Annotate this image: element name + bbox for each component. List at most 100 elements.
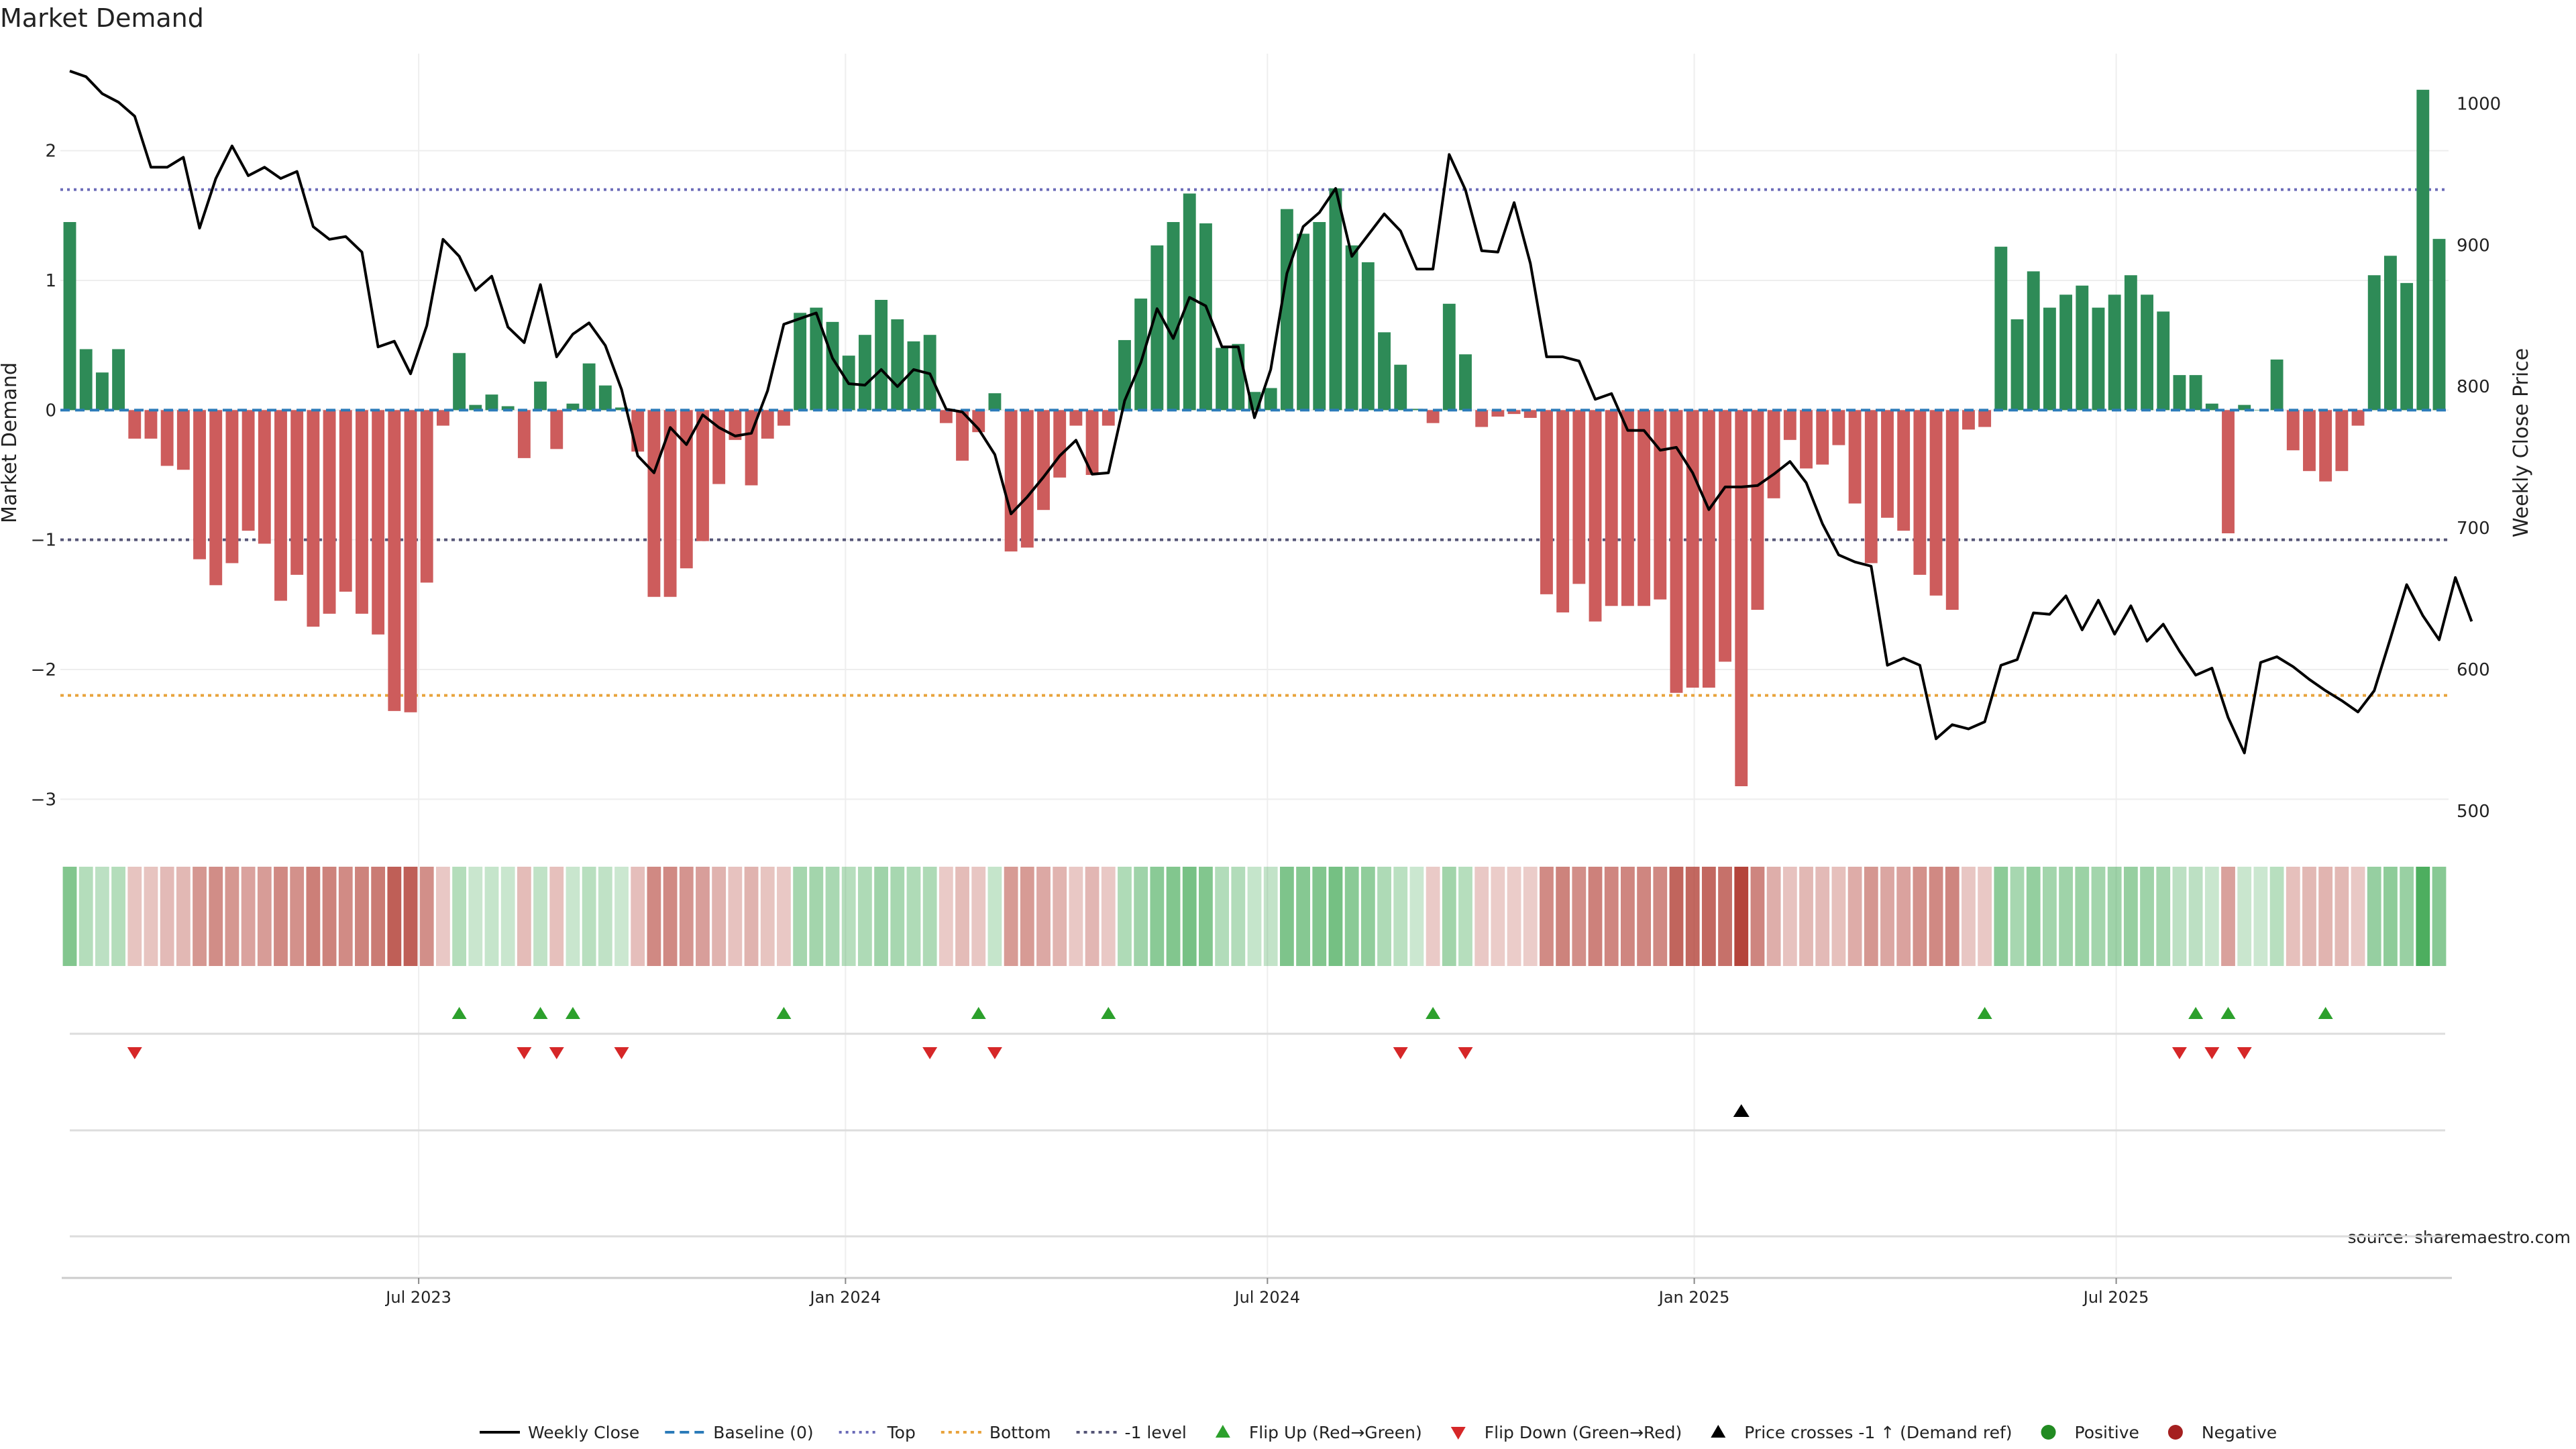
y-axis-label: Market Demand [0, 362, 21, 523]
heat-cell [176, 867, 191, 966]
demand-bar [323, 410, 336, 614]
demand-bar [1134, 299, 1148, 411]
heat-cell [1182, 867, 1197, 966]
heat-cell [1750, 867, 1765, 966]
heat-cell [452, 867, 467, 966]
demand-bar [1816, 410, 1829, 465]
heat-cell [679, 867, 694, 966]
demand-bar [1540, 410, 1553, 594]
heat-cell [906, 867, 921, 966]
demand-bar [307, 410, 320, 627]
y-tick-label: 1 [45, 271, 56, 291]
y-tick-label: 2 [45, 142, 56, 162]
demand-bar [2076, 285, 2089, 411]
heat-cell [1766, 867, 1781, 966]
heat-cell [2400, 867, 2414, 966]
heat-cell [598, 867, 612, 966]
demand-bar [1280, 209, 1293, 411]
heat-cell [696, 867, 710, 966]
demand-bar [1167, 222, 1180, 411]
demand-bar [1572, 410, 1586, 584]
demand-bar [696, 410, 709, 541]
heat-cell [2334, 867, 2349, 966]
demand-bar [1394, 364, 1407, 411]
heat-cell [793, 867, 808, 966]
demand-bar [2286, 410, 2300, 451]
demand-bar [891, 319, 904, 411]
heat-cell [517, 867, 531, 966]
flip-up-marker [2188, 1007, 2204, 1019]
heat-cell [2253, 867, 2268, 966]
heat-cell [1621, 867, 1635, 966]
demand-bar [1069, 410, 1083, 426]
demand-bar [1183, 193, 1196, 411]
legend-label: Positive [2075, 1423, 2139, 1442]
heat-cell [2140, 867, 2154, 966]
heat-cell [1815, 867, 1830, 966]
demand-bar [501, 406, 515, 411]
heat-cell [1637, 867, 1652, 966]
heat-cell [468, 867, 483, 966]
heat-cell [403, 867, 418, 966]
demand-bar [598, 385, 612, 411]
heat-cell [144, 867, 158, 966]
demand-bar [988, 393, 1002, 411]
heat-cell [371, 867, 386, 966]
y2-axis-label: Weekly Close Price [2510, 348, 2533, 537]
demand-bar [1345, 245, 1358, 411]
demand-bar [777, 410, 790, 426]
heat-cell [2059, 867, 2073, 966]
heat-cell [338, 867, 353, 966]
heat-cell [1896, 867, 1911, 966]
demand-bar [1897, 410, 1911, 531]
demand-bar [225, 410, 239, 564]
legend-entry: Bottom [941, 1423, 1051, 1442]
legend: Weekly Close Baseline (0) Top Bottom -1 leve… [480, 1423, 2277, 1442]
demand-bar [1150, 245, 1164, 411]
heat-cell [1377, 867, 1391, 966]
demand-bar [1767, 410, 1780, 498]
flip-down-marker [2237, 1047, 2252, 1059]
heat-cell [1393, 867, 1408, 966]
heat-cell [2383, 867, 2398, 966]
flip-down-marker [922, 1047, 938, 1059]
demand-bar [1085, 410, 1099, 475]
heat-cell [2156, 867, 2171, 966]
heat-cell [631, 867, 645, 966]
demand-bar [875, 300, 888, 411]
heat-cell [1669, 867, 1684, 966]
demand-bar [1621, 410, 1634, 606]
heat-cell [663, 867, 678, 966]
y2-tick-label: 800 [2457, 377, 2490, 397]
legend-entry: -1 level [1076, 1423, 1187, 1442]
demand-bar [2092, 307, 2105, 411]
demand-bar [144, 410, 158, 439]
demand-bar [1491, 410, 1505, 417]
heat-cell [1507, 867, 1521, 966]
heat-cell [1474, 867, 1489, 966]
demand-bar [1426, 410, 1440, 423]
legend-label: Negative [2202, 1423, 2277, 1442]
y2-tick-label: 900 [2457, 235, 2490, 256]
flip-down-marker [1458, 1047, 1473, 1059]
heat-cell [1085, 867, 1099, 966]
x-tick-label: Jul 2024 [1234, 1288, 1301, 1307]
demand-bar [1361, 262, 1375, 411]
legend-label: Baseline (0) [713, 1423, 813, 1442]
heat-cell [1296, 867, 1310, 966]
heat-cell [841, 867, 856, 966]
heat-cell [1409, 867, 1424, 966]
legend-label: Top [887, 1423, 916, 1442]
heat-cell [2107, 867, 2122, 966]
heat-cell [1150, 867, 1165, 966]
demand-bar [858, 335, 871, 411]
heat-cell [1279, 867, 1294, 966]
y2-tick-label: 1000 [2457, 94, 2501, 114]
legend-entry: Top [839, 1423, 916, 1442]
heat-cell [257, 867, 272, 966]
demand-bar [1102, 410, 1115, 426]
demand-bar [209, 410, 223, 586]
demand-bar [1670, 410, 1683, 693]
heat-cell [241, 867, 256, 966]
